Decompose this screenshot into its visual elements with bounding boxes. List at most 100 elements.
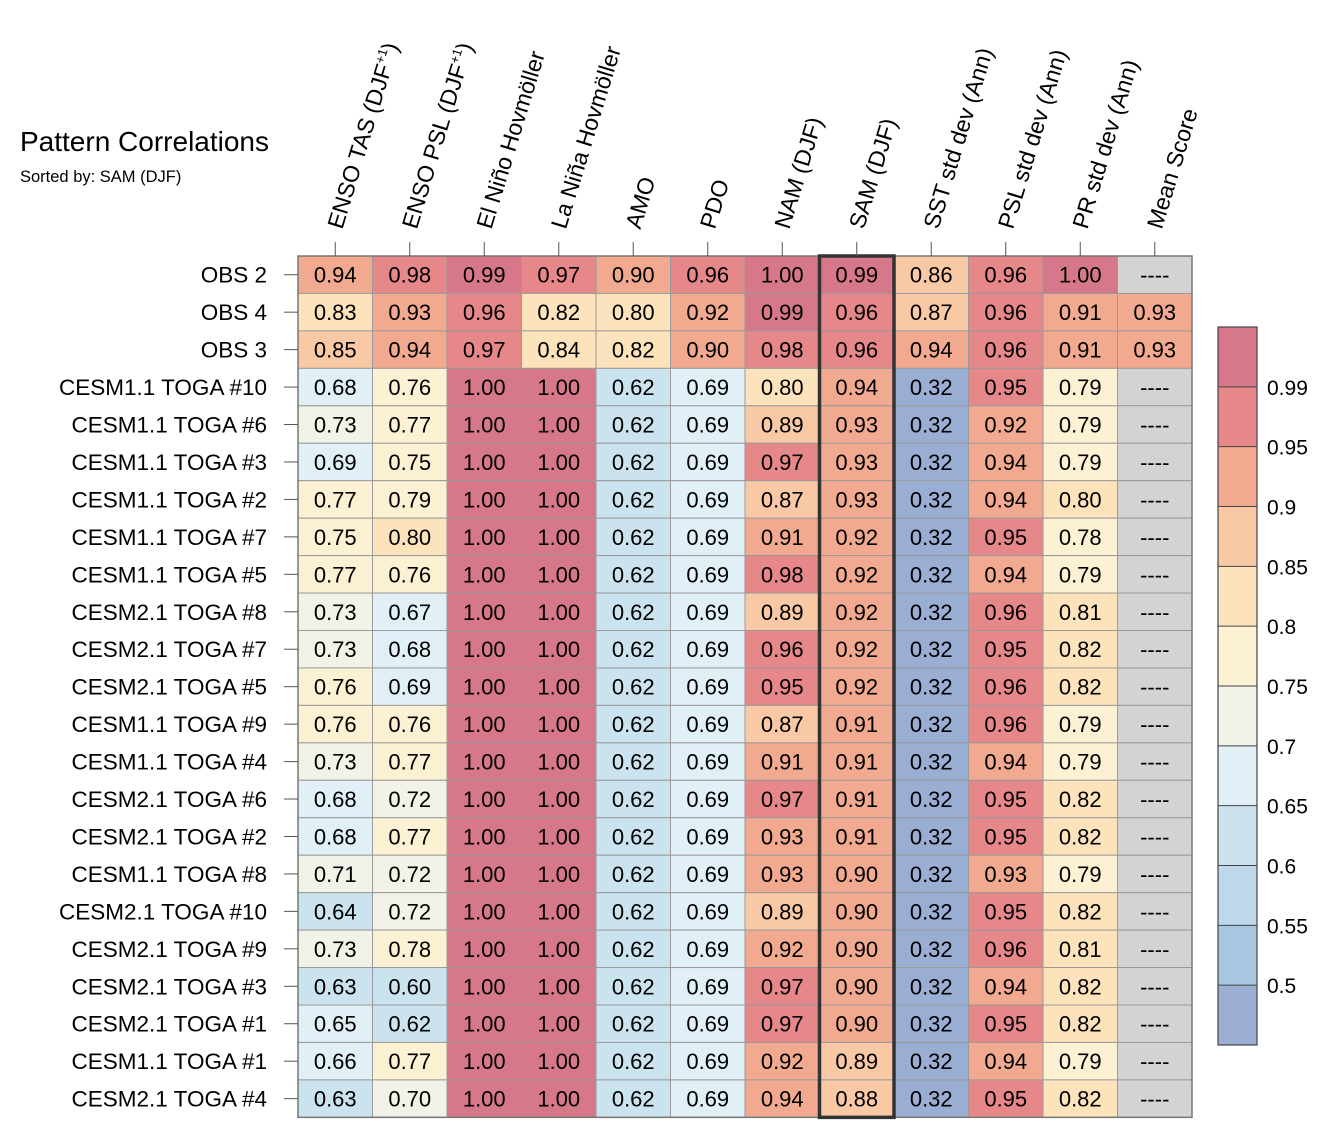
- cell-value-label: 1.00: [463, 487, 506, 512]
- cell-value-label: 0.69: [686, 750, 729, 775]
- heatmap-cell: [1042, 555, 1118, 594]
- cell-value-label: 0.69: [686, 375, 729, 400]
- heatmap-cell: [968, 704, 1044, 744]
- heatmap-cell: [372, 330, 448, 369]
- cell-value-label: 0.96: [984, 338, 1027, 363]
- heatmap-cell: [372, 292, 448, 332]
- row-label: CESM2.1 TOGA #6: [71, 787, 267, 812]
- cell-value-label: 0.96: [984, 675, 1027, 700]
- heatmap-cell: [446, 1079, 522, 1118]
- colorbar-tick-label: 0.6: [1267, 856, 1296, 879]
- heatmap-cell: [1042, 892, 1118, 931]
- heatmap-cell: [893, 330, 969, 369]
- colorbar-segment: [1218, 985, 1257, 1045]
- heatmap-cell: [968, 480, 1044, 519]
- cell-value-label: 0.92: [835, 675, 878, 700]
- row-label: CESM2.1 TOGA #2: [71, 824, 267, 849]
- cell-value-label: 0.91: [835, 824, 878, 849]
- heatmap-cell: [521, 292, 597, 332]
- cell-value-label: 0.92: [835, 600, 878, 625]
- cell-value-label: 0.94: [984, 562, 1027, 587]
- cell-value-label: 1.00: [463, 712, 506, 737]
- cell-value-label: 0.94: [984, 487, 1027, 512]
- colorbar-segment: [1218, 386, 1257, 447]
- heatmap-cell: [1042, 742, 1118, 781]
- heatmap-cell: [595, 592, 671, 631]
- cell-value-label: 0.94: [984, 1049, 1027, 1074]
- cell-value-label: 1.00: [463, 375, 506, 400]
- heatmap-cell: [1117, 967, 1193, 1006]
- column-label: La Niña Hovmöller: [546, 43, 626, 232]
- row-label: CESM1.1 TOGA #9: [71, 712, 267, 737]
- heatmap-cell: [372, 779, 448, 819]
- cell-value-label: 0.73: [314, 750, 357, 775]
- cell-value-label: 1.00: [463, 450, 506, 475]
- heatmap-cell: [521, 667, 597, 706]
- heatmap-cell: [1117, 630, 1193, 669]
- heatmap-cell: [595, 330, 671, 369]
- cell-value-label: 0.69: [686, 562, 729, 587]
- cell-value-label: 0.62: [612, 1012, 655, 1037]
- heatmap-cell: [446, 1041, 522, 1081]
- cell-value-label: ----: [1140, 750, 1169, 775]
- cell-value-label: 1.00: [537, 750, 580, 775]
- heatmap-cell: [670, 592, 746, 631]
- title-block: Pattern Correlations Sorted by: SAM (DJF…: [20, 126, 269, 187]
- heatmap-cell: [744, 1041, 820, 1081]
- cell-value-label: ----: [1140, 712, 1169, 737]
- heatmap-cell: [968, 667, 1044, 706]
- cell-value-label: 0.62: [612, 937, 655, 962]
- cell-value-label: 1.00: [463, 787, 506, 812]
- cell-value-label: 1.00: [463, 525, 506, 550]
- cell-value-label: 0.96: [984, 712, 1027, 737]
- cell-value-label: 0.69: [686, 450, 729, 475]
- column-label: SST std dev (Ann): [918, 45, 998, 232]
- heatmap-cell: [297, 1079, 373, 1118]
- cell-value-label: 0.89: [835, 1049, 878, 1074]
- cell-value-label: 0.93: [835, 450, 878, 475]
- cell-value-label: 0.91: [761, 750, 804, 775]
- heatmap-cell: [297, 929, 373, 969]
- cell-value-label: ----: [1140, 937, 1169, 962]
- cell-value-label: ----: [1140, 375, 1169, 400]
- cell-value-label: 0.94: [835, 375, 878, 400]
- cell-value-label: 0.62: [612, 750, 655, 775]
- cell-value-label: 0.91: [835, 750, 878, 775]
- cell-value-label: 0.87: [910, 300, 953, 325]
- heatmap-cell: [744, 480, 820, 519]
- cell-value-label: 0.62: [612, 562, 655, 587]
- heatmap-cell: [297, 255, 373, 294]
- cell-value-label: 1.00: [463, 862, 506, 887]
- row-label: CESM2.1 TOGA #9: [71, 937, 267, 962]
- cell-value-label: 0.92: [686, 300, 729, 325]
- cell-value-label: 1.00: [537, 974, 580, 999]
- cell-value-label: 0.62: [388, 1012, 431, 1037]
- cell-value-label: 0.82: [1059, 787, 1102, 812]
- heatmap-cell: [670, 1079, 746, 1118]
- cell-value-label: 0.88: [835, 1087, 878, 1112]
- cell-value-label: 0.62: [612, 487, 655, 512]
- heatmap-cell: [744, 854, 820, 894]
- row-label: CESM2.1 TOGA #5: [71, 675, 267, 700]
- cell-value-label: 0.91: [761, 525, 804, 550]
- cell-value-label: 0.69: [686, 974, 729, 999]
- cell-value-label: 0.62: [612, 712, 655, 737]
- heatmap-cell: [1042, 704, 1118, 744]
- cell-value-label: 0.32: [910, 824, 953, 849]
- colorbar-tick-label: 0.9: [1267, 497, 1296, 520]
- cell-value-label: 0.98: [761, 338, 804, 363]
- colorbar-segment: [1218, 506, 1257, 567]
- heatmap-cell: [1117, 442, 1193, 482]
- heatmap-cell: [744, 630, 820, 669]
- colorbar-segment: [1218, 626, 1257, 686]
- heatmap-cell: [1117, 779, 1193, 819]
- cell-value-label: 0.96: [984, 300, 1027, 325]
- cell-value-label: 0.95: [984, 1087, 1027, 1112]
- cell-value-label: ----: [1140, 787, 1169, 812]
- cell-value-label: 0.92: [835, 562, 878, 587]
- colorbar-segment: [1218, 327, 1257, 387]
- colorbar-segment: [1218, 805, 1257, 866]
- heatmap-cell: [521, 892, 597, 931]
- cell-value-label: 0.72: [388, 899, 431, 924]
